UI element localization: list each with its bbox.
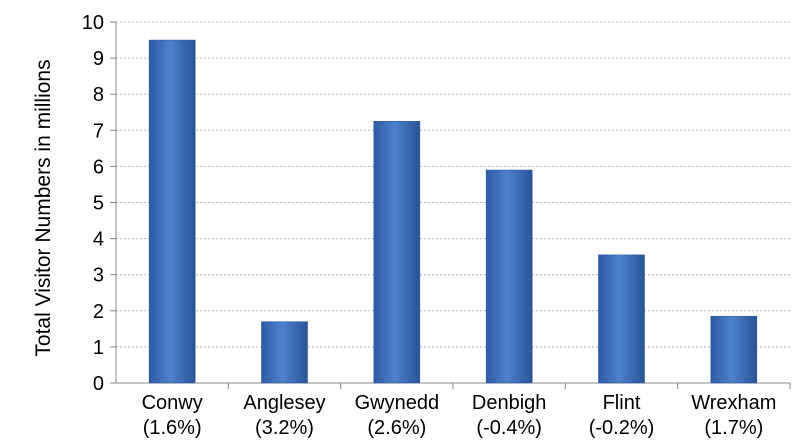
gridlines — [116, 21, 790, 348]
y-tick-label: 8 — [93, 84, 104, 106]
x-category-name: Anglesey — [243, 392, 325, 414]
y-tick-label: 5 — [93, 193, 104, 215]
x-category-name: Flint — [603, 392, 641, 414]
y-tick-label: 7 — [93, 120, 104, 142]
y-tick-label: 4 — [93, 229, 104, 251]
bar-wrexham — [710, 315, 758, 384]
y-axis-title: Total Visitor Numbers in millions — [32, 59, 55, 356]
x-category-change: (1.6%) — [143, 417, 202, 439]
y-tick-label: 10 — [82, 12, 104, 34]
y-tick-label: 1 — [93, 337, 104, 359]
y-tick-label: 0 — [93, 373, 104, 395]
y-tick-label: 9 — [93, 48, 104, 70]
x-category-name: Denbigh — [472, 392, 547, 414]
bars — [148, 39, 758, 384]
y-tick-label: 6 — [93, 156, 104, 178]
x-category-change: (-0.2%) — [589, 417, 655, 439]
x-category-change: (-0.4%) — [476, 417, 542, 439]
x-category-name: Gwynedd — [355, 392, 440, 414]
axes — [110, 21, 791, 389]
y-tick-label: 3 — [93, 265, 104, 287]
y-tick-labels: 0 1 2 3 4 5 6 7 8 9 10 — [82, 12, 104, 395]
bar-flint — [598, 254, 645, 384]
y-tick-label: 2 — [93, 301, 104, 323]
bar-denbigh — [485, 169, 533, 384]
x-category-name: Conwy — [142, 392, 203, 414]
bar-conwy — [148, 39, 196, 384]
x-category-change: (1.7%) — [704, 417, 763, 439]
bar-anglesey — [261, 321, 308, 384]
bar-gwynedd — [373, 121, 421, 384]
x-category-change: (2.6%) — [367, 417, 426, 439]
x-category-labels: Conwy (1.6%) Anglesey (3.2%) Gwynedd (2.6%) De… — [142, 392, 777, 439]
x-category-name: Wrexham — [691, 392, 776, 414]
x-category-change: (3.2%) — [255, 417, 314, 439]
